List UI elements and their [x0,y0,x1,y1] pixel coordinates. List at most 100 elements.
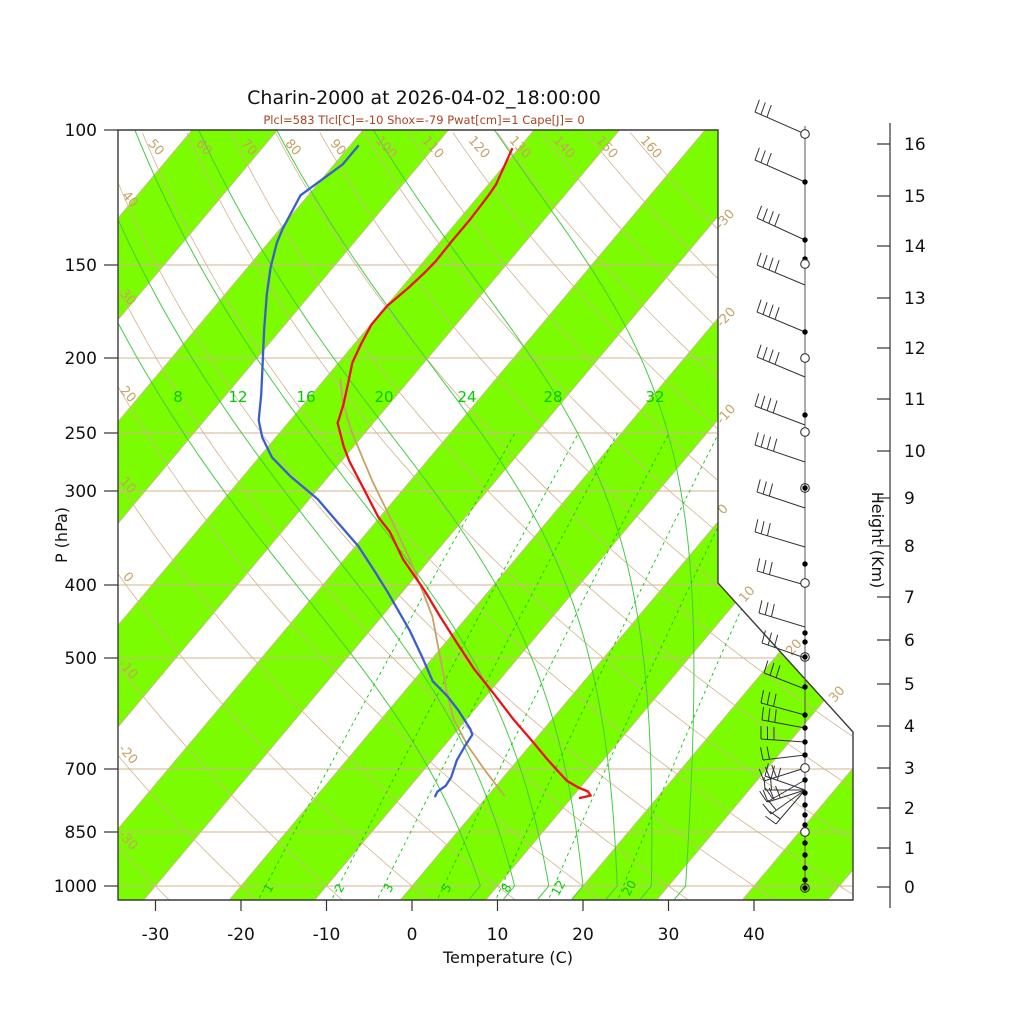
height-tick-label: 12 [904,339,926,359]
dewpoint-curve [257,144,474,798]
wind-barb-shaft [760,738,806,743]
wind-level-dot [802,840,808,846]
isotherm-line [118,130,716,900]
temperature-tick-label: 40 [743,925,765,945]
wind-barb-shaft [756,217,806,241]
wind-barb-tick [761,707,764,721]
wind-barb-tick [768,787,775,801]
wind-barb-tick [761,630,766,644]
wind-level-dot [802,412,808,418]
wind-barb-tick [766,152,772,166]
height-tick-label: 2 [904,799,915,819]
wind-barb-tick [773,634,779,648]
height-tick-label: 9 [904,489,915,509]
moist-adiabat-label: 28 [543,388,562,406]
moist-adiabat-line [365,130,653,900]
wind-level-dot [802,877,808,883]
height-tick-label: 15 [904,187,926,207]
wind-barb-tick [756,558,761,572]
isotherm-label: 10 [736,583,758,605]
wind-barb-tick [775,785,781,799]
wind-barb-tick [767,799,777,811]
moist-adiabat-line [485,130,695,900]
isotherm-line [560,130,853,900]
wind-level-dot [802,725,808,731]
wind-level-dot [802,802,808,808]
wind-level-dot [802,790,808,796]
height-tick-label: 8 [904,537,915,557]
wind-barb-tick [775,665,781,678]
wind-barb-tick [762,208,768,221]
dry-adiabat-line [118,132,521,900]
wind-level-dot [802,852,808,858]
moist-adiabat-line [118,130,481,900]
wind-barb-shaft [754,531,806,548]
chart-subtitle: Plcl=583 Tlcl[C]=-10 Shox=-79 Pwat[cm]=1… [263,113,584,127]
mixing-ratio-label: 20 [620,878,640,898]
wind-barb-tick [756,299,762,313]
wind-barb-tick [760,747,764,761]
height-tick-label: 16 [904,135,926,155]
parcel-ascent-curve [339,378,506,797]
wind-barb-shaft [770,789,806,815]
wind-barb-tick [760,434,765,448]
wind-level-circle [800,883,810,893]
dry-adiabat-label: -20 [115,742,140,768]
pressure-tick-label: 300 [65,482,97,502]
isotherm-line [304,130,853,900]
temperature-tick-label: -20 [227,925,255,945]
height-tick-label: 13 [904,289,926,309]
parcel-path-layer [339,378,506,797]
wind-barb-tick [767,708,771,722]
pressure-tick-label: 700 [65,760,97,780]
dry-adiabat-line [118,132,347,900]
wind-level-dot [802,712,808,718]
dry-adiabat-line [585,132,853,900]
wind-barb-tick [760,690,765,704]
wind-level-dot [802,777,808,783]
wind-barb-tick [771,764,777,778]
height-tick-label: 10 [904,442,926,462]
wind-barb-tick [759,790,768,803]
wind-barb-tick [769,810,781,820]
height-tick-label: 4 [904,717,915,737]
wind-barb-tick [762,803,772,815]
mixing-ratio-label: 3 [381,881,397,895]
isotherm-band [561,130,853,900]
dry-adiabat-line [363,132,853,900]
pressure-tick-label: 850 [65,823,97,843]
height-tick-label: 0 [904,878,915,898]
wind-barb-tick [770,765,776,779]
wind-barb-tick [768,211,774,224]
wind-barb-tick [760,395,766,409]
dry-adiabat-label: 50 [144,136,166,158]
wind-barb-shaft [756,356,806,378]
height-axis-title: Height (Km) [868,492,887,589]
wind-barb-tick [772,438,778,452]
wind-level-dot [802,179,808,185]
wind-barb-tick [768,349,774,363]
wind-barb-tick [768,304,774,318]
moist-adiabat-line [129,130,550,900]
pressure-tick-label: 1000 [54,877,97,897]
pressure-tick-label: 100 [65,121,97,141]
moist-adiabat-label: 8 [173,388,183,406]
moist-adiabats-layer [118,130,695,900]
dry-adiabat-line [118,132,781,900]
temperature-tick-label: 0 [407,925,418,945]
pressure-tick-label: 200 [65,349,97,369]
isotherm-label: 30 [826,683,848,705]
wind-barb-shaft [754,405,806,426]
isotherm-line [989,118,1024,912]
wind-level-dot [802,654,808,660]
wind-barb-shaft [764,775,806,791]
mixing-ratio-line [493,431,720,900]
height-tick-label: 14 [904,237,926,257]
wind-barb-tick [760,521,765,534]
wind-level-dot [802,885,808,891]
wind-barb-tick [754,393,760,407]
wind-level-dot [802,739,808,745]
